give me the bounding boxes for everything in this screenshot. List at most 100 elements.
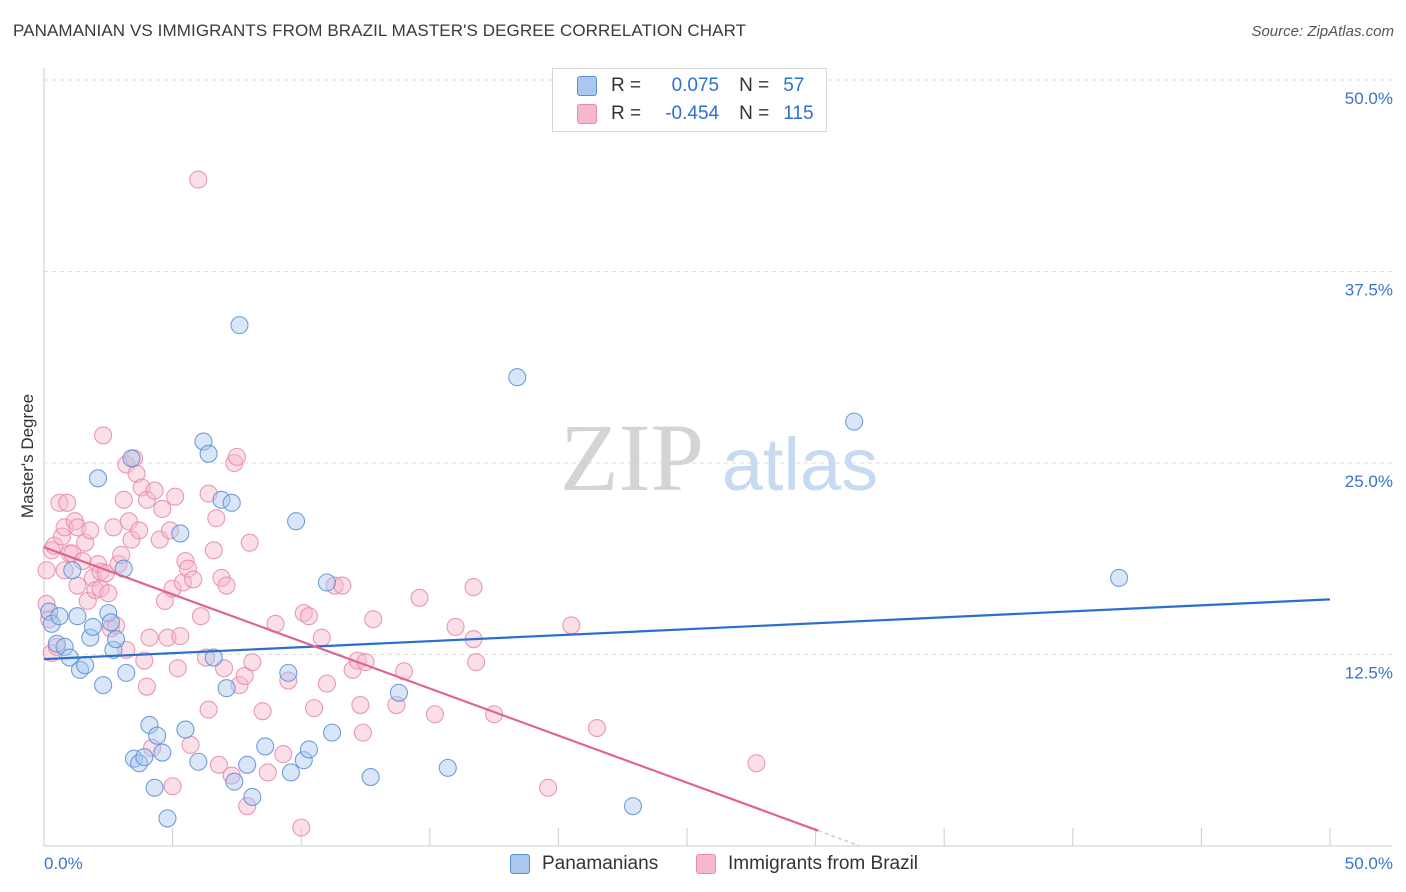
point-immigrants-from-brazil (243, 653, 262, 672)
point-immigrants-from-brazil (539, 778, 558, 797)
legend-r-label: R = (611, 103, 642, 124)
point-immigrants-from-brazil (410, 588, 429, 607)
point-panamanians (117, 663, 136, 682)
point-immigrants-from-brazil (292, 818, 311, 837)
watermark: ZIP atlas (560, 404, 878, 511)
point-panamanians (323, 723, 342, 742)
legend-n-label: N = (739, 75, 770, 96)
point-immigrants-from-brazil (181, 735, 200, 754)
legend-r-label: R = (611, 75, 642, 96)
point-immigrants-from-brazil (112, 545, 131, 564)
series-panamanians (40, 316, 1129, 828)
point-immigrants-from-brazil (348, 651, 367, 670)
point-immigrants-from-brazil (150, 530, 169, 549)
series-immigrants-from-brazil (37, 170, 766, 837)
point-panamanians (76, 656, 95, 675)
point-immigrants-from-brazil (145, 481, 164, 500)
point-immigrants-from-brazil (173, 573, 192, 592)
point-panamanians (176, 720, 195, 739)
point-panamanians (279, 663, 298, 682)
point-immigrants-from-brazil (55, 518, 74, 537)
legend-r-value: -0.454 (665, 103, 720, 124)
tick-labels: 50.0% 37.5% 25.0% 12.5% 0.0% 50.0% (44, 89, 1393, 873)
point-immigrants-from-brazil (163, 777, 182, 796)
point-immigrants-from-brazil (114, 490, 133, 509)
point-immigrants-from-brazil (135, 651, 154, 670)
point-panamanians (189, 752, 208, 771)
point-panamanians (623, 797, 643, 816)
point-panamanians (101, 613, 120, 632)
correlation-legend: R = 0.075 N = 57 R = -0.454 N = 115 (552, 68, 827, 132)
point-panamanians (361, 768, 380, 787)
axes (43, 68, 1392, 847)
point-panamanians (94, 676, 113, 695)
point-immigrants-from-brazil (747, 754, 766, 773)
legend-row-panamanians: R = 0.075 N = 57 (577, 73, 804, 99)
point-panamanians (389, 683, 408, 702)
point-panamanians (88, 469, 108, 488)
point-immigrants-from-brazil (196, 648, 216, 667)
point-panamanians (204, 648, 223, 667)
point-panamanians (83, 617, 102, 636)
bottom-legend-brazil: Immigrants from Brazil (696, 850, 918, 878)
point-panamanians (104, 640, 123, 659)
point-panamanians (287, 512, 306, 531)
point-panamanians (845, 412, 864, 431)
point-immigrants-from-brazil (317, 674, 336, 693)
point-immigrants-from-brazil (119, 512, 138, 531)
y-tick-label: 50.0% (1345, 89, 1393, 108)
point-immigrants-from-brazil (235, 666, 254, 685)
point-panamanians (243, 787, 262, 807)
point-immigrants-from-brazil (425, 705, 444, 724)
y-tick-label: 25.0% (1345, 472, 1393, 491)
bottom-legend-panamanians: Panamanians (510, 850, 658, 878)
point-panamanians (81, 628, 100, 647)
point-immigrants-from-brazil (99, 584, 118, 603)
point-immigrants-from-brazil (130, 521, 149, 540)
point-immigrants-from-brazil (351, 696, 370, 715)
point-immigrants-from-brazil (238, 797, 257, 816)
point-panamanians (294, 751, 313, 770)
point-immigrants-from-brazil (55, 561, 74, 580)
watermark-zip: ZIP (560, 404, 704, 511)
point-immigrants-from-brazil (464, 578, 483, 597)
trend-lines (43, 546, 1331, 847)
point-panamanians (199, 444, 218, 463)
point-immigrants-from-brazil (94, 426, 113, 445)
point-immigrants-from-brazil (217, 576, 236, 595)
point-immigrants-from-brazil (240, 533, 259, 552)
point-panamanians (217, 679, 236, 698)
point-immigrants-from-brazil (101, 619, 120, 638)
point-panamanians (63, 561, 82, 580)
point-immigrants-from-brazil (209, 755, 228, 774)
point-immigrants-from-brazil (227, 447, 246, 466)
point-immigrants-from-brazil (166, 487, 185, 506)
legend-n-value: 115 (783, 103, 814, 124)
point-panamanians (1110, 568, 1129, 587)
point-immigrants-from-brazil (178, 559, 198, 578)
point-immigrants-from-brazil (305, 699, 324, 718)
point-immigrants-from-brazil (189, 170, 208, 189)
point-immigrants-from-brazil (279, 671, 298, 690)
point-immigrants-from-brazil (168, 659, 187, 678)
point-immigrants-from-brazil (274, 745, 293, 764)
point-immigrants-from-brazil (137, 490, 156, 509)
point-immigrants-from-brazil (104, 518, 123, 537)
point-panamanians (135, 748, 154, 767)
point-panamanians (68, 607, 87, 626)
point-immigrants-from-brazil (562, 616, 581, 635)
y-tick-label: 12.5% (1345, 664, 1393, 683)
point-panamanians (256, 737, 275, 756)
point-immigrants-from-brazil (467, 653, 486, 672)
point-panamanians (145, 778, 164, 797)
point-panamanians (148, 726, 167, 745)
point-immigrants-from-brazil (122, 530, 141, 549)
bottom-legend-label: Panamanians (542, 853, 659, 874)
point-panamanians (317, 573, 336, 592)
point-immigrants-from-brazil (37, 561, 56, 580)
legend-swatch-blue (577, 76, 597, 96)
point-immigrants-from-brazil (160, 521, 180, 540)
point-panamanians (171, 524, 190, 543)
point-immigrants-from-brazil (333, 576, 352, 595)
